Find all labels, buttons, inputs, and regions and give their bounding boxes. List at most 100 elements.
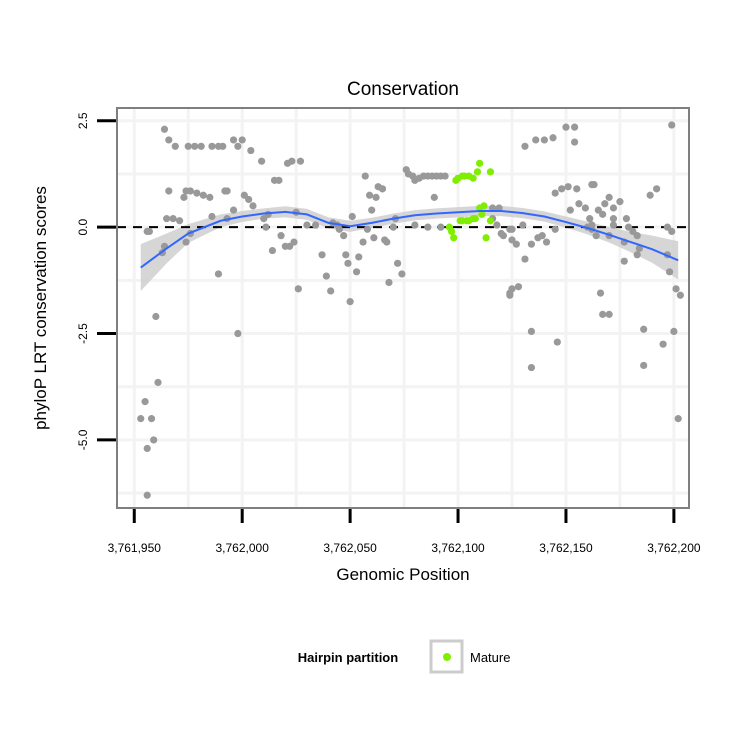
data-point-mature [482, 234, 490, 242]
data-point-other [590, 180, 598, 189]
data-point-other [311, 221, 320, 229]
data-point-other [169, 215, 177, 223]
data-point-other [558, 185, 566, 193]
x-tick-label: 3,761,950 [108, 541, 162, 555]
data-point-other [193, 189, 201, 197]
data-point-other [245, 195, 253, 204]
data-point-other [363, 225, 371, 233]
data-point-mature [473, 168, 482, 176]
data-point-other [229, 206, 238, 214]
y-axis: 2.5 0.0 -2.5 -5.0 [76, 112, 116, 450]
data-point-other [506, 289, 514, 297]
data-point-other [290, 238, 298, 246]
data-point-other [616, 198, 624, 206]
data-point-mature [486, 168, 495, 176]
data-point-mature [476, 159, 484, 167]
data-point-other [154, 378, 162, 387]
x-tick-label: 3,762,150 [539, 541, 593, 555]
data-point-other [180, 193, 188, 201]
data-point-other [191, 142, 199, 150]
data-point-other [234, 329, 242, 338]
data-point-other [599, 210, 607, 218]
data-point-other [424, 223, 432, 231]
data-point-other [540, 136, 548, 144]
data-point-other [238, 136, 246, 144]
data-point-other [674, 415, 682, 423]
data-point-other [378, 185, 387, 193]
data-point-mature [469, 174, 477, 182]
data-point-other [640, 361, 648, 370]
data-point-other [668, 227, 676, 236]
data-point-other [521, 255, 529, 263]
data-point-other [143, 444, 151, 453]
data-point-other [635, 244, 643, 253]
data-point-other [184, 142, 192, 150]
data-point-other [586, 215, 594, 223]
data-point-other [163, 215, 171, 223]
data-point-other [668, 121, 676, 129]
data-point-other [605, 193, 613, 201]
data-point-other [318, 251, 326, 259]
data-point-other [562, 123, 570, 131]
data-point-other [383, 238, 391, 246]
data-point-other [208, 142, 216, 150]
data-point-other [527, 240, 536, 248]
y-tick-label: -5.0 [76, 429, 90, 450]
data-point-other [441, 172, 449, 180]
data-point-other [214, 270, 223, 278]
data-point-other [640, 325, 648, 333]
data-point-other [262, 223, 270, 231]
data-point-other [646, 191, 654, 199]
data-point-other [672, 285, 680, 293]
data-point-mature [450, 234, 458, 242]
data-point-other [234, 142, 242, 150]
data-point-other [553, 338, 561, 346]
data-point-other [208, 212, 216, 221]
data-point-other [521, 142, 529, 150]
data-point-other [488, 204, 497, 212]
data-point-other [372, 193, 380, 201]
data-point-other [532, 136, 540, 144]
data-point-other [633, 251, 641, 259]
data-point-other [335, 225, 343, 233]
data-point-other [551, 189, 559, 197]
data-point-other [549, 134, 557, 142]
data-point-other [165, 136, 173, 144]
data-point-other [551, 225, 559, 233]
data-point-other [223, 187, 231, 195]
data-point-other [527, 327, 536, 336]
data-point-mature [486, 217, 495, 225]
data-point-mature [471, 215, 479, 223]
data-point-other [344, 259, 352, 267]
data-point-other [495, 204, 503, 212]
data-point-other [499, 232, 507, 240]
data-point-other [249, 202, 257, 210]
data-point-other [277, 232, 285, 240]
data-point-mature [447, 227, 456, 236]
legend-label-mature: Mature [470, 650, 510, 665]
data-point-other [389, 223, 397, 231]
data-point-other [601, 200, 609, 208]
data-point-other [294, 285, 302, 293]
data-point-other [596, 289, 605, 297]
data-point-other [538, 232, 546, 240]
data-point-other [564, 183, 572, 191]
data-point-other [160, 125, 169, 133]
y-tick-label: -2.5 [76, 323, 90, 344]
smooth-line [140, 209, 679, 269]
data-point-other [361, 172, 369, 180]
data-point-other [150, 436, 158, 444]
x-axis-label: Genomic Position [336, 565, 469, 584]
data-point-other [327, 287, 335, 295]
data-point-other [609, 215, 618, 223]
data-point-other [143, 491, 151, 499]
data-point-other [268, 246, 277, 255]
data-point-other [186, 187, 194, 195]
data-point-other [676, 291, 684, 299]
data-point-other [171, 142, 179, 150]
data-point-other [609, 221, 618, 229]
data-point-other [303, 221, 311, 229]
data-point-other [352, 268, 361, 276]
data-point-other [659, 340, 667, 348]
